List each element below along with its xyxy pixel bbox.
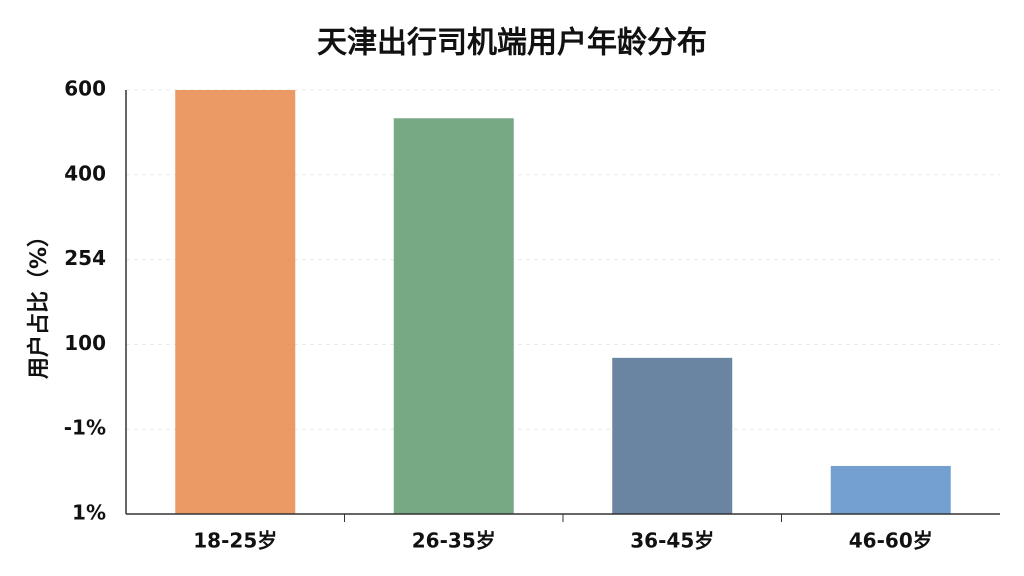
x-tick-label: 46-60岁 [849,529,933,553]
bar [612,357,733,514]
y-axis-label: 用户占比（%） [26,225,52,379]
y-tick-label: -1% [64,416,106,440]
x-tick-label: 36-45岁 [630,529,714,553]
bar [393,118,514,515]
bar [175,90,296,514]
y-tick-label: 254 [64,246,106,270]
x-tick-label: 18-25岁 [193,529,277,553]
y-tick-label: 1% [72,501,106,525]
y-tick-label: 100 [64,331,106,355]
x-tick-label: 26-35岁 [412,529,496,553]
y-tick-label: 600 [64,77,106,101]
bar [830,465,951,514]
chart-title: 天津出行司机端用户年龄分布 [317,26,707,61]
y-tick-label: 400 [64,161,106,185]
